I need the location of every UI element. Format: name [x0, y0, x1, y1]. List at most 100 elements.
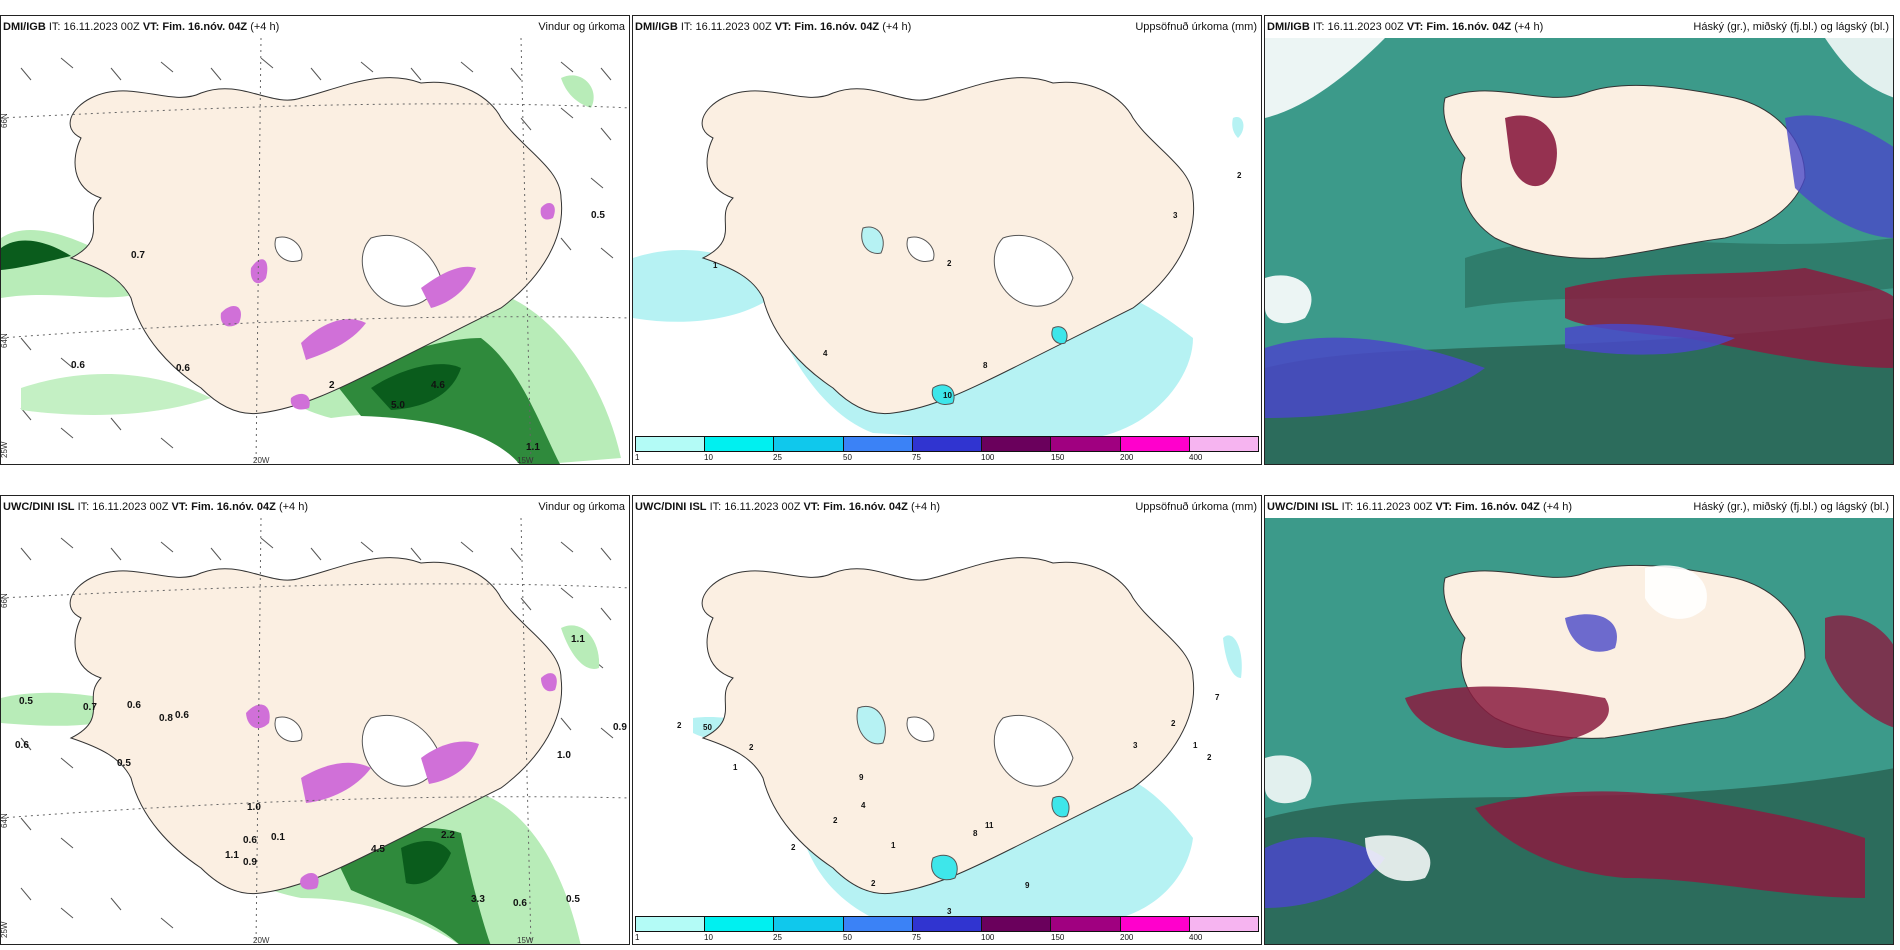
precip-value-label: 2 — [833, 816, 838, 825]
wind-value-label: 0.6 — [513, 898, 527, 909]
wind-map: 0.5 0.7 0.6 0.6 2 4.6 5.0 1.1 66N 64N 20… — [1, 38, 629, 465]
panel-header: DMI/IGB IT: 16.11.2023 00Z VT: Fim. 16.n… — [1, 16, 629, 38]
graticule-lon-label: 15W — [517, 936, 534, 945]
snow-precip-layer — [246, 673, 557, 890]
legend-label: 10 — [704, 933, 713, 942]
model-name: UWC/DINI ISL — [1267, 501, 1339, 513]
graticule-lon-label: 20W — [253, 456, 270, 465]
legend-swatch — [912, 917, 983, 931]
panel-header: UWC/DINI ISL IT: 16.11.2023 00Z VT: Fim.… — [1265, 496, 1893, 518]
panel-clouds-dmi: DMI/IGB IT: 16.11.2023 00Z VT: Fim. 16.n… — [1264, 15, 1894, 465]
lead-time: (+4 h) — [910, 501, 940, 513]
panel-accum-precip-dmi: DMI/IGB IT: 16.11.2023 00Z VT: Fim. 16.n… — [632, 15, 1262, 465]
wind-value-label: 0.6 — [243, 835, 257, 846]
panel-wind-precip-uwc: UWC/DINI ISL IT: 16.11.2023 00Z VT: Fim.… — [0, 495, 630, 945]
wind-value-label: 0.5 — [566, 894, 580, 905]
legend-color-bar — [635, 436, 1259, 452]
precip-value-label: 10 — [943, 391, 952, 400]
precip-value-label: 1 — [1193, 741, 1198, 750]
legend-swatch — [1120, 437, 1190, 451]
precip-value-label: 9 — [1025, 881, 1030, 890]
graticule-lat-label: 66N — [1, 593, 9, 608]
precip-map: 10 2 3 2 4 8 1 — [633, 38, 1261, 464]
precip-value-label: 3 — [947, 907, 952, 916]
iceland-land — [69, 557, 563, 895]
legend-swatch — [774, 917, 844, 931]
precip-value-label: 2 — [1171, 719, 1176, 728]
init-time: IT: 16.11.2023 00Z — [680, 21, 772, 33]
model-name: UWC/DINI ISL — [635, 501, 707, 513]
legend-swatch — [1051, 917, 1121, 931]
legend-label: 100 — [981, 933, 995, 942]
wind-value-label: 1.1 — [225, 850, 239, 861]
precip-value-label: 9 — [859, 773, 864, 782]
valid-time: VT: Fim. 16.nóv. 04Z — [171, 501, 276, 513]
cloud-map-svg — [1265, 38, 1893, 464]
legend-label: 100 — [981, 453, 995, 462]
precip-map-svg: 2 50 2 1 9 4 2 1 8 11 2 2 3 9 7 2 3 1 2 — [633, 518, 1261, 944]
wind-value-label: 1.1 — [526, 442, 540, 453]
init-time: IT: 16.11.2023 00Z — [48, 21, 140, 33]
graticule — [1, 518, 629, 944]
legend-swatch — [843, 917, 913, 931]
legend-label: 400 — [1189, 933, 1203, 942]
legend-color-bar — [635, 916, 1259, 932]
wind-value-label: 0.1 — [271, 832, 285, 843]
wind-value-label: 0.6 — [15, 740, 29, 751]
legend-label: 10 — [704, 453, 713, 462]
precip-value-label: 3 — [1133, 741, 1138, 750]
wind-map: 0.5 0.7 0.6 0.8 0.6 0.6 0.5 1.0 0.6 0.1 … — [1, 518, 629, 945]
precip-value-label: 4 — [861, 801, 866, 810]
legend-label: 50 — [843, 933, 852, 942]
legend-swatch — [636, 437, 706, 451]
precip-value-label: 2 — [677, 721, 682, 730]
panel-header: UWC/DINI ISL IT: 16.11.2023 00Z VT: Fim.… — [1, 496, 629, 518]
wind-value-label: 0.5 — [19, 696, 33, 707]
valid-time: VT: Fim. 16.nóv. 04Z — [774, 21, 880, 33]
precip-value-label: 1 — [733, 763, 738, 772]
legend-swatch — [1120, 917, 1190, 931]
graticule-lon-label: 25W — [1, 441, 9, 458]
valid-time: VT: Fim. 16.nóv. 04Z — [142, 21, 248, 33]
init-time: IT: 16.11.2023 00Z — [709, 501, 801, 513]
precip-legend: 1 10 25 50 75 100 150 200 400 — [635, 916, 1259, 942]
panel-header: DMI/IGB IT: 16.11.2023 00Z VT: Fim. 16.n… — [1265, 16, 1893, 38]
precip-value-label: 1 — [891, 841, 896, 850]
wind-value-label: 0.6 — [175, 710, 189, 721]
legend-label: 50 — [843, 453, 852, 462]
legend-label: 200 — [1120, 453, 1134, 462]
precip-value-label: 4 — [823, 349, 828, 358]
panel-wind-precip-dmi: DMI/IGB IT: 16.11.2023 00Z VT: Fim. 16.n… — [0, 15, 630, 465]
precip-value-label: 11 — [985, 821, 994, 830]
panel-accum-precip-uwc: UWC/DINI ISL IT: 16.11.2023 00Z VT: Fim.… — [632, 495, 1262, 945]
legend-label: 150 — [1051, 453, 1065, 462]
wind-value-label: 1.1 — [571, 634, 585, 645]
model-name: DMI/IGB — [3, 21, 46, 33]
graticule-lat-label: 64N — [1, 333, 9, 348]
wind-value-label: 2.2 — [441, 830, 455, 841]
wind-value-label: 4.5 — [371, 844, 385, 855]
precip-value-label: 3 — [1173, 211, 1178, 220]
cloud-map — [1265, 38, 1893, 464]
graticule-lat-label: 66N — [1, 113, 9, 128]
green-precip-layer — [1, 75, 621, 464]
precip-value-label: 2 — [1207, 753, 1212, 762]
legend-swatch — [912, 437, 983, 451]
panel-header: UWC/DINI ISL IT: 16.11.2023 00Z VT: Fim.… — [633, 496, 1261, 518]
wind-value-label: 5.0 — [391, 400, 405, 411]
legend-swatch — [774, 437, 844, 451]
legend-swatch — [1051, 437, 1121, 451]
valid-time: VT: Fim. 16.nóv. 04Z — [1435, 501, 1540, 513]
precip-map-svg: 10 2 3 2 4 8 1 — [633, 38, 1261, 464]
precip-value-label: 50 — [703, 723, 712, 732]
wind-value-label: 4.6 — [431, 380, 445, 391]
precip-value-label: 8 — [973, 829, 978, 838]
wind-value-label: 0.8 — [159, 713, 173, 724]
iceland-land — [701, 77, 1195, 415]
lead-time: (+4 h) — [278, 501, 308, 513]
legend-swatch — [982, 437, 1052, 451]
panel-title: Vindur og úrkoma — [538, 501, 625, 513]
legend-swatch — [1189, 437, 1258, 451]
lead-time: (+4 h) — [1542, 501, 1572, 513]
iceland-land — [701, 557, 1195, 895]
